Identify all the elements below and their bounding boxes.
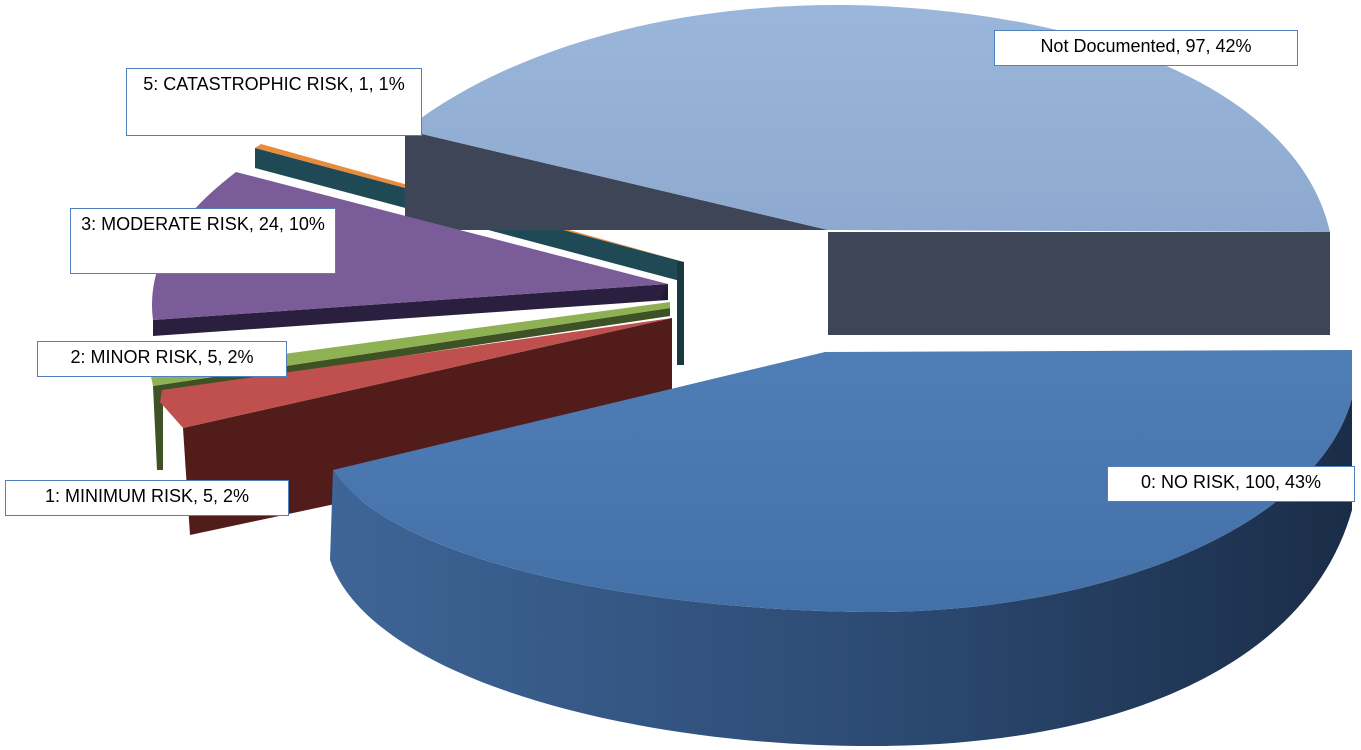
data-label-moderate-risk: 3: MODERATE RISK, 24, 10% xyxy=(70,208,336,274)
slice-catastrophic-risk-cut xyxy=(677,262,684,365)
data-label-no-risk: 0: NO RISK, 100, 43% xyxy=(1107,466,1355,502)
slice-minimum-risk xyxy=(160,318,672,535)
slice-no-risk-side xyxy=(330,398,1352,747)
slice-moderate-risk-side xyxy=(153,284,668,336)
data-label-not-documented: Not Documented, 97, 42% xyxy=(994,30,1298,66)
slice-minimum-risk-side xyxy=(183,318,672,535)
slice-no-risk-top xyxy=(333,350,1352,612)
slice-minimum-risk-top xyxy=(160,318,672,428)
data-label-minimum-risk: 1: MINIMUM RISK, 5, 2% xyxy=(5,480,289,516)
slice-not-documented-side xyxy=(405,130,1330,335)
data-label-catastrophic-risk: 5: CATASTROPHIC RISK, 1, 1% xyxy=(126,68,422,136)
slice-no-risk xyxy=(330,350,1352,747)
slice-moderate-risk-cut xyxy=(660,284,668,300)
data-label-minor-risk: 2: MINOR RISK, 5, 2% xyxy=(37,341,287,377)
